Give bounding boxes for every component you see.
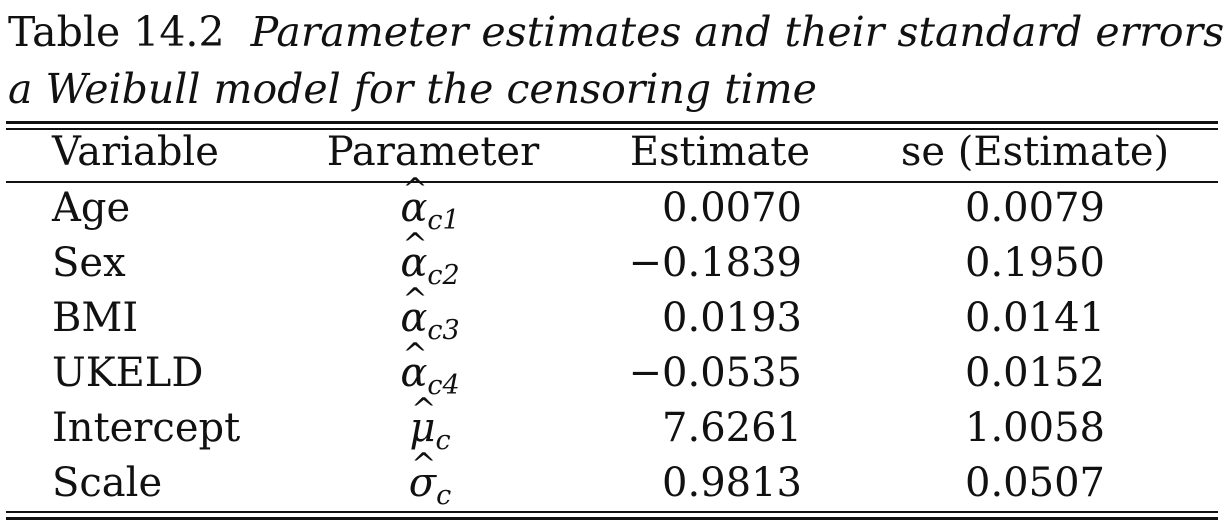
- parameter-subscript: c4: [427, 370, 460, 401]
- row-se: 1.0058: [965, 405, 1105, 451]
- header-rule: [6, 181, 1218, 183]
- row-variable: BMI: [52, 295, 139, 341]
- row-parameter: ^ αc1: [325, 172, 535, 246]
- table-row: Scale ^ σc 0.9813 0.0507: [0, 447, 1225, 511]
- row-parameter: ^ αc3: [325, 282, 535, 356]
- row-estimate: 7.6261: [662, 405, 802, 451]
- parameter-symbol: ^ α: [400, 282, 427, 343]
- row-variable: Scale: [52, 460, 163, 506]
- header-estimate: Estimate: [629, 129, 810, 175]
- table-title-line-2: a Weibull model for the censoring time: [8, 65, 817, 113]
- hat-accent: ^: [402, 337, 428, 372]
- table-row: Age ^ αc1 0.0070 0.0079: [0, 172, 1225, 236]
- row-se: 0.0141: [965, 295, 1105, 341]
- row-parameter: ^ αc2: [325, 227, 535, 301]
- row-se: 0.1950: [965, 240, 1105, 286]
- parameter-subscript: c3: [427, 315, 460, 346]
- header-parameter: Parameter: [326, 129, 540, 175]
- row-variable: Sex: [52, 240, 126, 286]
- table-row: BMI ^ αc3 0.0193 0.0141: [0, 282, 1225, 346]
- table-row: Sex ^ αc2 −0.1839 0.1950: [0, 227, 1225, 291]
- parameter-subscript: c2: [427, 260, 460, 291]
- parameter-subscript: c: [436, 480, 452, 511]
- row-estimate: −0.1839: [628, 240, 802, 286]
- hat-accent: ^: [411, 392, 437, 427]
- row-variable: UKELD: [52, 350, 204, 396]
- row-parameter: ^ σc: [325, 447, 535, 521]
- top-rule-thin: [6, 128, 1218, 130]
- row-se: 0.0152: [965, 350, 1105, 396]
- parameter-symbol: ^ σ: [409, 447, 436, 508]
- row-variable: Intercept: [52, 405, 241, 451]
- header-se: se (Estimate): [900, 129, 1170, 175]
- row-se: 0.0079: [965, 185, 1105, 231]
- hat-accent: ^: [411, 447, 437, 482]
- table-number: Table 14.2: [8, 8, 225, 56]
- table-header-row: Variable Parameter Estimate se (Estimate…: [0, 127, 1225, 177]
- parameter-subscript: c: [435, 425, 451, 456]
- row-estimate: 0.0193: [662, 295, 802, 341]
- parameter-subscript: c1: [427, 205, 460, 236]
- table-caption: Table 14.2 Parameter estimates and their…: [8, 4, 1225, 118]
- parameter-symbol: ^ α: [400, 172, 427, 233]
- top-rule-thick: [6, 121, 1218, 124]
- bottom-rule-thin: [6, 511, 1218, 513]
- row-se: 0.0507: [965, 460, 1105, 506]
- parameter-symbol: ^ α: [400, 337, 427, 398]
- row-parameter: ^ αc4: [325, 337, 535, 411]
- row-parameter: ^ μc: [325, 392, 535, 466]
- table-title-line-1: Parameter estimates and their standard e…: [250, 8, 1225, 56]
- table-row: Intercept ^ μc 7.6261 1.0058: [0, 392, 1225, 456]
- bottom-rule-thick: [6, 517, 1218, 520]
- row-estimate: −0.0535: [628, 350, 802, 396]
- hat-accent: ^: [402, 227, 428, 262]
- row-estimate: 0.0070: [662, 185, 802, 231]
- row-estimate: 0.9813: [662, 460, 802, 506]
- parameter-symbol: ^ μ: [409, 392, 436, 453]
- hat-accent: ^: [402, 282, 428, 317]
- hat-accent: ^: [402, 172, 428, 207]
- header-variable: Variable: [52, 129, 219, 175]
- parameter-symbol: ^ α: [400, 227, 427, 288]
- row-variable: Age: [52, 185, 131, 231]
- table-row: UKELD ^ αc4 −0.0535 0.0152: [0, 337, 1225, 401]
